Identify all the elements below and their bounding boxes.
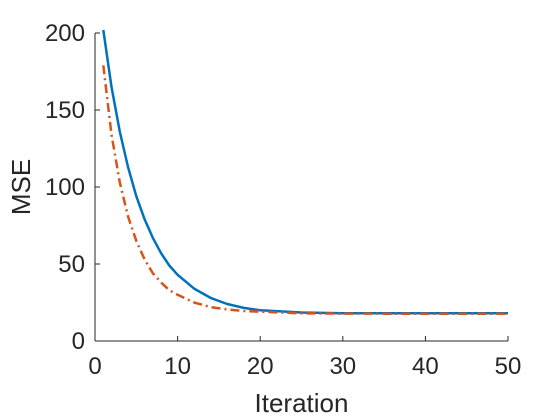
x-tick-label: 40 xyxy=(412,353,439,380)
series-line-2 xyxy=(102,65,508,315)
x-axis-label: Iteration xyxy=(255,388,349,418)
labels: Iteration MSE xyxy=(6,159,348,418)
x-tick-label: 0 xyxy=(88,353,101,380)
y-tick-label: 0 xyxy=(72,328,85,355)
y-axis-label: MSE xyxy=(6,159,36,215)
series-layer xyxy=(102,29,508,315)
axes: 0 10 20 30 40 50 0 50 100 150 200 xyxy=(45,20,521,380)
y-tick-label: 100 xyxy=(45,174,85,201)
x-tick-label: 30 xyxy=(329,353,356,380)
x-tick-label: 20 xyxy=(247,353,274,380)
y-tick-label: 200 xyxy=(45,20,85,47)
y-tick-label: 50 xyxy=(58,251,85,278)
series-line-1 xyxy=(102,29,508,315)
x-tick-label: 50 xyxy=(495,353,522,380)
y-tick-label: 150 xyxy=(45,97,85,124)
x-tick-label: 10 xyxy=(164,353,191,380)
